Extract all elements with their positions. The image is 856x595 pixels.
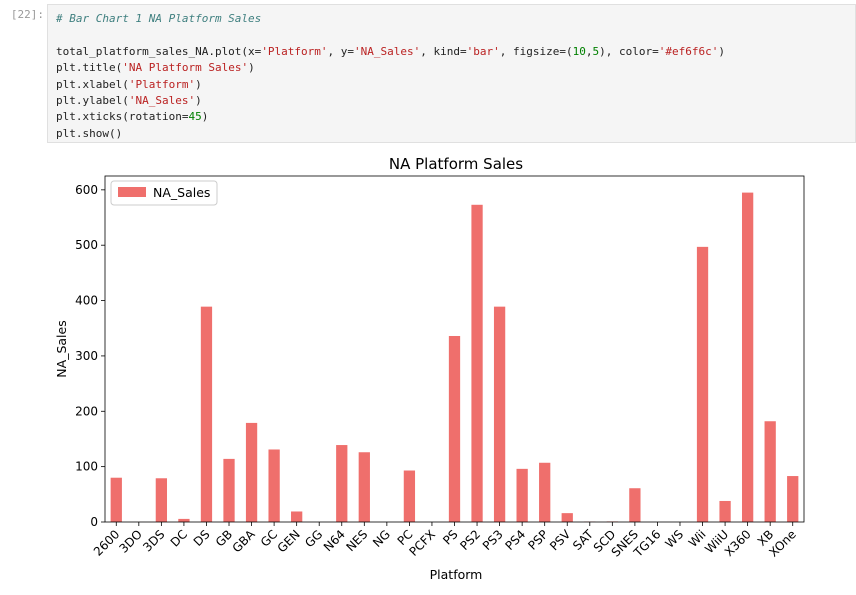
code-line-ylabel: plt.ylabel('NA_Sales')	[56, 93, 847, 109]
bar-chart: NA Platform Sales 0 100 200 300 400 500 600 26…	[54, 155, 805, 582]
code-line-blank	[56, 27, 847, 43]
x-tick-label: NG	[370, 527, 393, 550]
code-number: 45	[188, 110, 202, 124]
code-token: plt.show()	[56, 126, 123, 140]
y-axis-ticks: 0 100 200 300 400 500 600	[75, 183, 105, 529]
code-line-comment: # Bar Chart 1 NA Platform Sales	[56, 11, 847, 27]
legend: NA_Sales	[110, 180, 218, 206]
x-tick-label: N64	[321, 527, 348, 554]
x-tick-label: GEN	[275, 527, 303, 555]
plot-frame	[104, 175, 805, 523]
code-token: )	[718, 44, 725, 58]
x-tick-label: WS	[662, 527, 686, 551]
code-number: 10	[572, 44, 586, 58]
bar-gen	[291, 511, 303, 522]
code-token: ), color=	[599, 44, 659, 58]
code-token: , y=	[327, 44, 355, 58]
legend-swatch	[118, 187, 146, 197]
code-comment: # Bar Chart 1 NA Platform Sales	[56, 12, 262, 25]
bar-dc	[178, 518, 190, 522]
x-tick-label: SAT	[570, 527, 596, 553]
y-tick-label: 300	[75, 349, 98, 363]
bar-snes	[629, 488, 641, 522]
bar-wiiu	[719, 500, 731, 522]
bar-psp	[539, 462, 551, 522]
code-line-xticks: plt.xticks(rotation=45)	[56, 109, 847, 125]
code-token: , figsize=(	[499, 44, 573, 58]
bar-gba	[245, 422, 258, 522]
code-cell[interactable]: # Bar Chart 1 NA Platform Sales total_pl…	[47, 4, 856, 143]
code-token: , kind=	[420, 44, 467, 58]
bar-ps2	[471, 204, 483, 522]
bar-x360	[741, 192, 754, 522]
y-tick-label: 0	[90, 515, 98, 529]
code-string: 'Platform'	[261, 44, 328, 58]
x-axis-label: Platform	[430, 567, 483, 582]
bar-3ds	[155, 478, 168, 522]
code-token: ,	[585, 44, 593, 58]
bar-wii	[696, 246, 709, 522]
code-string: 'NA_Sales'	[354, 44, 421, 58]
y-tick-label: 600	[75, 183, 98, 197]
bar-2600	[110, 477, 122, 522]
y-tick-label: 100	[75, 460, 98, 474]
bar-ps	[448, 335, 461, 522]
x-tick-label: PSP	[525, 527, 551, 553]
bar-ps3	[493, 306, 506, 522]
cell-prompt: [22]:	[10, 8, 44, 21]
code-string: 'NA_Sales'	[128, 93, 196, 107]
legend-label: NA_Sales	[153, 185, 210, 200]
bars	[110, 192, 799, 522]
x-tick-label: PS2	[457, 527, 483, 553]
code-token: )	[248, 61, 255, 75]
x-tick-label: PS3	[480, 527, 506, 553]
y-tick-label: 200	[75, 404, 98, 418]
bar-pc	[403, 470, 416, 522]
x-tick-label: DS	[191, 527, 213, 549]
x-tick-label: DC	[168, 527, 190, 549]
x-tick-label: GG	[302, 527, 325, 550]
bar-gb	[223, 458, 235, 522]
code-line-show: plt.show()	[56, 126, 847, 142]
code-token: total_platform_sales_NA.plot(x=	[56, 44, 262, 58]
code-number: 5	[592, 44, 600, 58]
bar-gc	[268, 449, 280, 522]
x-tick-label: 3DO	[116, 527, 145, 556]
bar-nes	[358, 452, 370, 522]
bar-xone	[787, 476, 799, 522]
bar-xb	[764, 421, 776, 522]
code-token: plt.xlabel(	[56, 77, 129, 91]
code-token: )	[195, 93, 202, 107]
code-string: 'NA Platform Sales'	[122, 61, 249, 75]
code-token: plt.xticks(rotation=	[56, 110, 189, 124]
code-string: 'Platform'	[128, 77, 196, 91]
bar-psv	[561, 513, 573, 522]
code-string: '#ef6f6c'	[658, 44, 719, 58]
y-axis-label: NA_Sales	[54, 320, 69, 377]
x-tick-label: NES	[343, 527, 370, 554]
x-tick-label: GBA	[230, 527, 259, 556]
code-token: )	[201, 110, 209, 124]
bar-ds	[200, 306, 213, 522]
x-tick-label: 3DS	[140, 527, 167, 554]
code-string: 'bar'	[466, 44, 500, 58]
bar-ps4	[516, 468, 528, 522]
x-tick-label: PS4	[502, 527, 528, 553]
code-line-plot: total_platform_sales_NA.plot(x='Platform…	[56, 44, 847, 60]
x-tick-label: X360	[722, 527, 754, 559]
y-tick-label: 500	[75, 238, 98, 252]
bar-n64	[336, 445, 348, 522]
code-token: plt.title(	[56, 61, 123, 75]
x-tick-label: PCFX	[406, 527, 438, 559]
cell-output: NA Platform Sales 0 100 200 300 400 500 600 26…	[47, 148, 847, 592]
code-token: )	[195, 77, 202, 91]
code-token: plt.ylabel(	[56, 93, 129, 107]
chart-title: NA Platform Sales	[389, 155, 523, 173]
code-line-title: plt.title('NA Platform Sales')	[56, 60, 847, 76]
code-line-xlabel: plt.xlabel('Platform')	[56, 77, 847, 93]
y-tick-label: 400	[75, 294, 98, 308]
x-tick-label: 2600	[91, 527, 122, 558]
x-tick-label: PSV	[547, 527, 574, 554]
